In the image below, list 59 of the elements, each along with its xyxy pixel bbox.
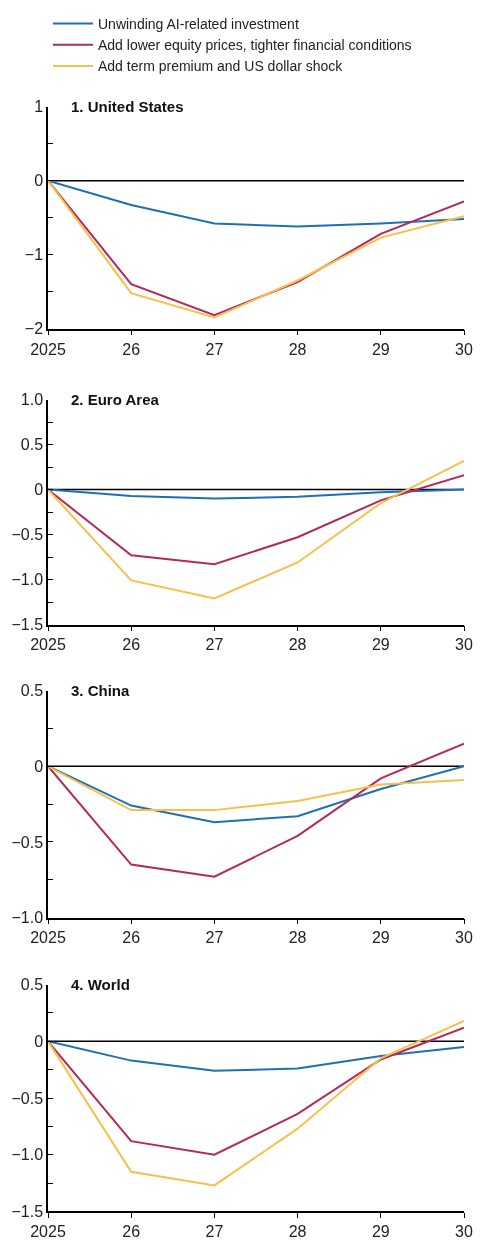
y-tick-label: −1 [24, 246, 44, 264]
line-series [48, 474, 464, 566]
x-tick-label: 26 [122, 1223, 141, 1241]
x-tick-label: 26 [122, 340, 141, 358]
y-tick-label: −2 [24, 320, 44, 338]
y-tick-label: 1 [34, 98, 44, 116]
legend-label: Add lower equity prices, tighter financial conditions [98, 37, 412, 54]
x-tick-label: 28 [288, 636, 307, 654]
x-tick-label: 27 [205, 929, 224, 947]
y-tick-label: −0.5 [11, 526, 44, 544]
x-tick-label: 29 [371, 929, 390, 947]
chart-title: 1. United States [71, 98, 184, 115]
y-tick-label: −1.0 [11, 909, 44, 927]
y-tick-label: 0.5 [20, 436, 44, 454]
x-tick-label: 29 [371, 636, 390, 654]
x-tick-label: 29 [371, 340, 390, 358]
line-series [48, 459, 464, 600]
y-tick-label: 0.5 [20, 682, 44, 700]
x-tick-label: 30 [455, 340, 473, 358]
y-tick-label: −1.0 [11, 1146, 44, 1164]
x-tick-label: 29 [371, 1223, 390, 1241]
x-tick-label: 2025 [30, 636, 66, 654]
x-tick-label: 27 [205, 1223, 224, 1241]
x-tick-label: 26 [122, 636, 141, 654]
line-series [48, 742, 464, 878]
x-tick-label: 2025 [30, 929, 66, 947]
y-tick-label: 0 [34, 481, 44, 499]
line-series [48, 765, 464, 812]
x-tick-label: 27 [205, 636, 224, 654]
legend-label: Unwinding AI-related investment [98, 16, 299, 33]
x-tick-label: 28 [288, 929, 307, 947]
y-tick-label: 0 [34, 172, 44, 190]
line-series [48, 1019, 464, 1187]
x-tick-label: 2025 [30, 340, 66, 358]
x-tick-label: 30 [455, 1223, 473, 1241]
legend-label: Add term premium and US dollar shock [98, 58, 344, 75]
line-series [48, 488, 464, 500]
y-tick-label: −0.5 [11, 833, 44, 851]
x-tick-label: 26 [122, 929, 141, 947]
chart-title: 2. Euro Area [71, 391, 160, 408]
line-series [48, 1026, 464, 1156]
y-tick-label: −0.5 [11, 1089, 44, 1107]
y-tick-label: 0 [34, 757, 44, 775]
y-tick-label: −1.5 [11, 616, 44, 634]
chart-title: 4. World [71, 976, 130, 993]
line-series [48, 1040, 464, 1072]
x-tick-label: 30 [455, 636, 473, 654]
line-series [48, 179, 464, 228]
y-tick-label: 0.5 [20, 976, 44, 994]
x-tick-label: 30 [455, 929, 473, 947]
y-tick-label: 0 [34, 1032, 44, 1050]
y-tick-label: −1.0 [11, 571, 44, 589]
x-tick-label: 27 [205, 340, 224, 358]
y-tick-label: 1.0 [20, 391, 44, 409]
chart-title: 3. China [71, 682, 130, 699]
x-tick-label: 28 [288, 1223, 307, 1241]
x-tick-label: 28 [288, 340, 307, 358]
y-tick-label: −1.5 [11, 1203, 44, 1221]
x-tick-label: 2025 [30, 1223, 66, 1241]
